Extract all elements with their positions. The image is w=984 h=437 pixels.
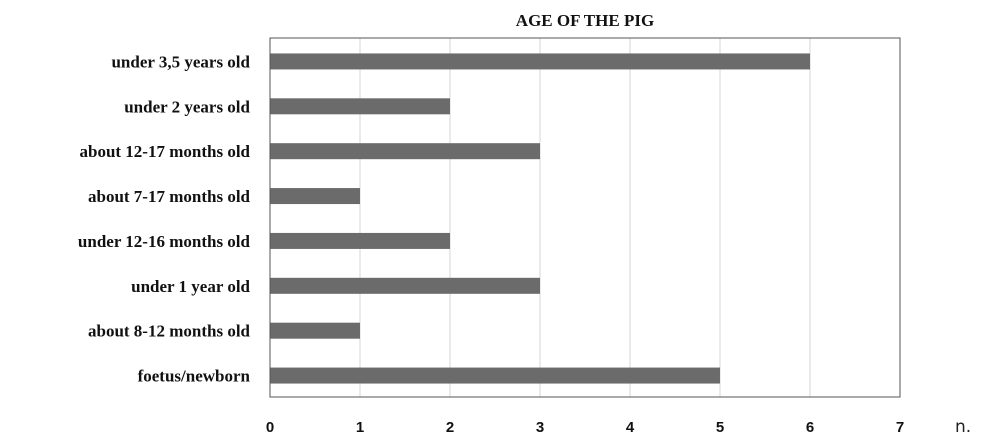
bar	[270, 188, 360, 205]
x-tick-label: 2	[446, 419, 454, 436]
bar	[270, 232, 450, 249]
plot-area-frame	[269, 37, 901, 398]
bar	[270, 53, 810, 70]
bar	[270, 322, 360, 339]
category-label: under 3,5 years old	[111, 52, 250, 71]
bar	[270, 98, 450, 115]
x-tick-label: 0	[266, 419, 274, 436]
category-label: foetus/newborn	[138, 367, 251, 386]
x-tick-label: 1	[356, 419, 364, 436]
x-tick-labels: 0 1 2 3 4 5 6 7	[266, 419, 904, 436]
bar	[270, 367, 720, 384]
category-label: under 12-16 months old	[78, 232, 251, 251]
bar	[270, 143, 540, 160]
category-label: under 2 years old	[124, 97, 250, 116]
gridlines	[359, 38, 811, 397]
bar	[270, 277, 540, 294]
bars	[270, 53, 810, 384]
chart-title: AGE OF THE PIG	[516, 11, 654, 30]
category-label: about 7-17 months old	[88, 187, 251, 206]
x-tick-label: 5	[716, 419, 724, 436]
x-tick-label: 6	[806, 419, 814, 436]
x-tick-label: 4	[626, 419, 635, 436]
x-tick-label: 7	[896, 419, 904, 436]
category-label: about 12-17 months old	[79, 142, 250, 161]
category-labels: under 3,5 years old under 2 years old abou…	[78, 52, 251, 385]
category-label: under 1 year old	[131, 277, 250, 296]
x-tick-label: 3	[536, 419, 544, 436]
category-label: about 8-12 months old	[88, 322, 251, 341]
x-axis-unit-label: n.	[955, 417, 971, 437]
